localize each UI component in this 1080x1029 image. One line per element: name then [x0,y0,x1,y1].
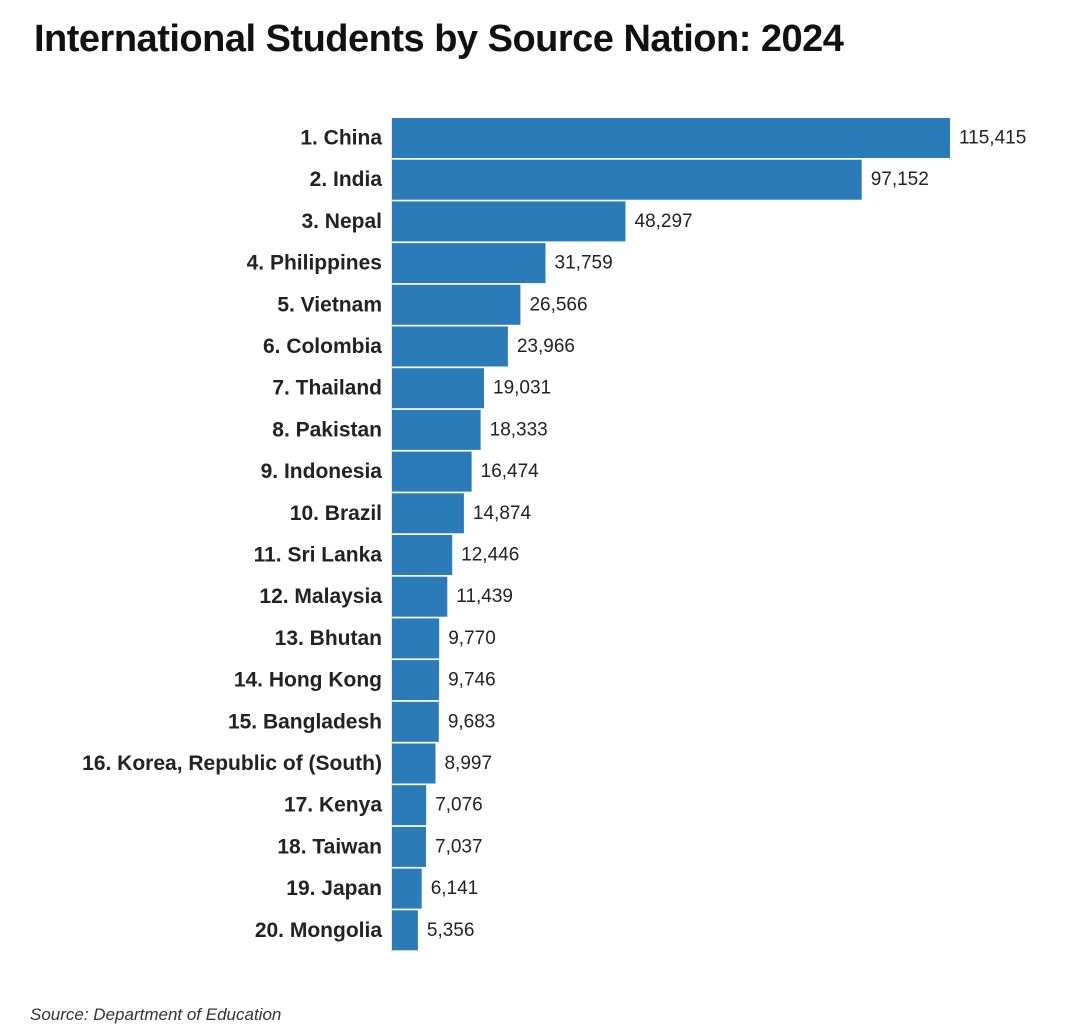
category-label: 5. Vietnam [277,293,382,316]
category-label: 16. Korea, Republic of (South) [82,752,382,775]
bar [392,326,508,367]
category-label: 20. Mongolia [255,919,383,942]
bar [392,868,422,909]
category-label: 2. India [310,168,383,191]
source-note: Source: Department of Education [30,1005,282,1024]
bar [392,743,436,784]
bar [392,243,546,284]
value-label: 9,770 [448,628,496,649]
bar [392,618,440,659]
value-label: 16,474 [481,461,540,482]
chart-title: International Students by Source Nation:… [34,18,844,60]
bar [392,118,950,158]
value-label: 23,966 [517,336,575,357]
category-label: 14. Hong Kong [234,669,382,692]
bar [392,201,626,242]
value-label: 26,566 [529,294,587,315]
category-label: 19. Japan [286,877,382,900]
value-label: 9,746 [448,670,496,691]
value-label: 9,683 [448,711,496,732]
category-label: 12. Malaysia [259,585,382,608]
bar [392,660,440,701]
value-label: 8,997 [444,753,492,774]
bar [392,159,862,200]
category-label: 13. Bhutan [275,627,382,650]
category-label: 8. Pakistan [272,418,382,441]
bar [392,785,427,826]
value-label: 7,076 [435,795,483,816]
value-label: 19,031 [493,378,551,399]
value-label: 12,446 [461,545,519,566]
category-label: 9. Indonesia [261,460,383,483]
value-label: 7,037 [435,836,483,857]
category-label: 15. Bangladesh [228,710,382,733]
bar [392,576,448,617]
category-label: 18. Taiwan [277,835,382,858]
value-label: 18,333 [490,419,548,440]
value-label: 11,439 [456,586,513,607]
value-label: 48,297 [635,211,693,232]
bar [392,493,464,534]
category-labels-group: 1. China 2. India 3. Nepal 4. Philippines 5.… [82,127,382,942]
value-label: 14,874 [473,503,532,524]
category-label: 1. China [300,127,382,150]
category-label: 3. Nepal [301,210,382,233]
category-label: 10. Brazil [290,502,382,525]
bar [392,451,472,492]
bar [392,535,453,575]
bar [392,701,439,742]
value-label: 97,152 [871,169,929,190]
value-label: 31,759 [555,253,613,274]
bar [392,284,521,325]
bar [392,910,418,951]
value-labels-group: 115,415 97,152 48,297 31,759 26,566 23,966 19,… [427,128,1026,941]
category-label: 4. Philippines [247,252,382,275]
bars-group [392,118,950,951]
value-label: 5,356 [427,920,475,941]
value-label: 6,141 [431,878,479,899]
category-label: 17. Kenya [284,794,382,817]
value-label: 115,415 [959,128,1026,149]
bar [392,368,484,409]
bar [392,409,481,450]
category-label: 7. Thailand [272,377,382,400]
bar [392,826,426,867]
category-label: 11. Sri Lanka [254,544,383,567]
category-label: 6. Colombia [263,335,382,358]
